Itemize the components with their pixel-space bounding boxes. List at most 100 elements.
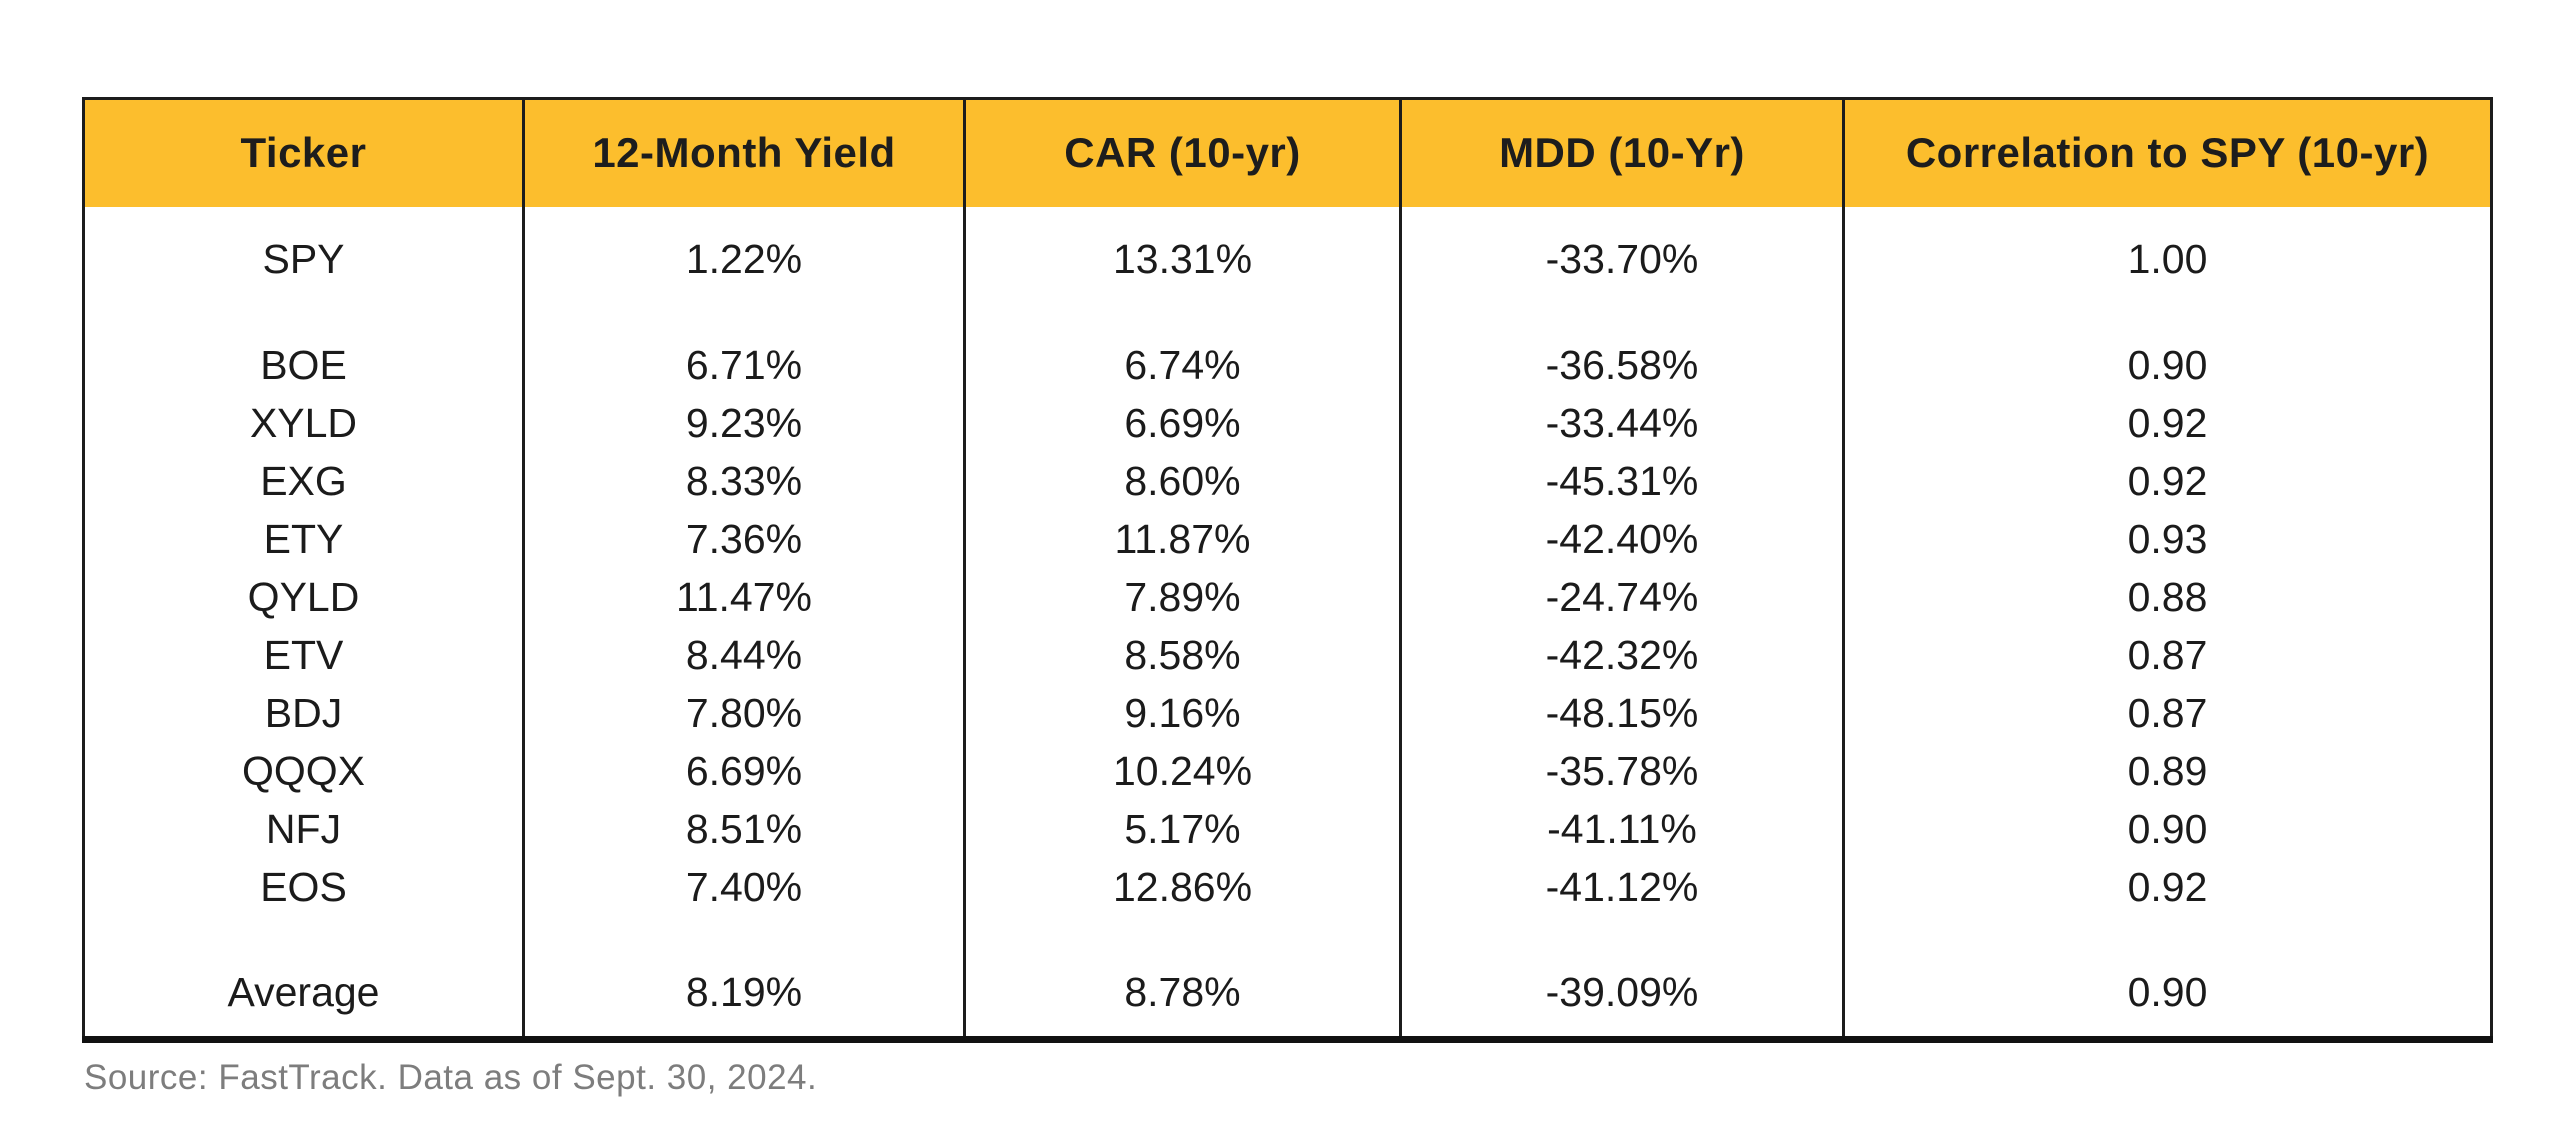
table-header-row: Ticker 12-Month Yield CAR (10-yr) MDD (1… [83, 98, 2492, 207]
performance-table: Ticker 12-Month Yield CAR (10-yr) MDD (1… [82, 97, 2493, 1043]
table-row: BDJ 7.80% 9.16% -48.15% 0.87 [84, 684, 2492, 743]
cell-mdd: -42.40% [1399, 510, 1844, 569]
spacer-cell [1399, 1021, 1844, 1040]
spacer-cell [963, 1021, 1401, 1040]
cell-ticker: QQQX [241, 748, 366, 794]
spacer-row [84, 1021, 2492, 1040]
cell-car: 13.31% [963, 230, 1401, 289]
table-row-benchmark: SPY 1.22% 13.31% -33.70% 1.00 [84, 230, 2492, 289]
cell-yield: 8.51% [522, 800, 965, 859]
spacer-cell [1842, 916, 2492, 964]
cell-ticker: EXG [260, 458, 347, 504]
cell-mdd: -42.32% [1399, 626, 1844, 685]
table-row: EOS 7.40% 12.86% -41.12% 0.92 [84, 858, 2492, 917]
cell-ticker: EOS [260, 864, 347, 910]
cell-yield: 11.47% [522, 568, 965, 627]
cell-correlation: 0.93 [1842, 510, 2492, 569]
col-header-yield: 12-Month Yield [522, 98, 965, 207]
cell-correlation: 0.87 [1842, 626, 2492, 685]
cell-mdd: -24.74% [1399, 568, 1844, 627]
spacer-row [84, 206, 2492, 231]
cell-correlation: 1.00 [1842, 230, 2492, 289]
cell-correlation: 0.92 [1842, 858, 2492, 917]
cell-mdd: -48.15% [1399, 684, 1844, 743]
cell-yield: 7.36% [522, 510, 965, 569]
cell-mdd: -39.09% [1399, 963, 1844, 1022]
cell-correlation: 0.90 [1842, 963, 2492, 1022]
cell-correlation: 0.92 [1842, 452, 2492, 511]
cell-yield: 9.23% [522, 394, 965, 453]
cell-correlation: 0.87 [1842, 684, 2492, 743]
cell-correlation: 0.89 [1842, 742, 2492, 801]
cell-yield: 7.40% [522, 858, 965, 917]
table-row: XYLD 9.23% 6.69% -33.44% 0.92 [84, 394, 2492, 453]
spacer-cell [963, 288, 1401, 337]
cell-ticker: XYLD [249, 400, 358, 446]
cell-yield: 8.33% [522, 452, 965, 511]
spacer-cell [1842, 206, 2492, 231]
spacer-cell [1842, 1021, 2492, 1040]
cell-yield: 8.19% [522, 963, 965, 1022]
cell-car: 6.74% [963, 336, 1401, 395]
spacer-cell [522, 288, 965, 337]
spacer-cell [1399, 288, 1844, 337]
cell-ticker: SPY [262, 236, 345, 282]
cell-ticker: BDJ [264, 690, 343, 736]
cell-mdd: -33.70% [1399, 230, 1844, 289]
cell-car: 11.87% [963, 510, 1401, 569]
spacer-cell [1399, 206, 1844, 231]
cell-ticker: Average [227, 969, 380, 1015]
cell-mdd: -45.31% [1399, 452, 1844, 511]
spacer-row [84, 916, 2492, 964]
performance-table-container: Ticker 12-Month Yield CAR (10-yr) MDD (1… [82, 97, 2493, 1043]
cell-car: 12.86% [963, 858, 1401, 917]
col-header-mdd: MDD (10-Yr) [1399, 98, 1844, 207]
cell-mdd: -36.58% [1399, 336, 1844, 395]
table-row: ETV 8.44% 8.58% -42.32% 0.87 [84, 626, 2492, 685]
cell-yield: 1.22% [522, 230, 965, 289]
cell-mdd: -41.12% [1399, 858, 1844, 917]
spacer-cell [522, 916, 965, 964]
cell-mdd: -33.44% [1399, 394, 1844, 453]
cell-yield: 6.69% [522, 742, 965, 801]
cell-car: 10.24% [963, 742, 1401, 801]
cell-ticker: ETY [263, 516, 344, 562]
spacer-cell [84, 917, 524, 964]
cell-correlation: 0.92 [1842, 394, 2492, 453]
spacer-cell [963, 206, 1401, 231]
cell-car: 8.78% [963, 963, 1401, 1022]
table-row: QQQX 6.69% 10.24% -35.78% 0.89 [84, 742, 2492, 801]
cell-ticker: NFJ [265, 806, 342, 852]
table-row: BOE 6.71% 6.74% -36.58% 0.90 [84, 336, 2492, 395]
cell-car: 6.69% [963, 394, 1401, 453]
cell-yield: 7.80% [522, 684, 965, 743]
cell-car: 8.60% [963, 452, 1401, 511]
spacer-cell [1842, 288, 2492, 337]
spacer-cell [84, 207, 524, 231]
table-row: ETY 7.36% 11.87% -42.40% 0.93 [84, 510, 2492, 569]
cell-yield: 6.71% [522, 336, 965, 395]
table-body: SPY 1.22% 13.31% -33.70% 1.00 BOE 6.71% 6.74% -3… [84, 206, 2492, 1040]
cell-correlation: 0.90 [1842, 800, 2492, 859]
spacer-row [84, 288, 2492, 337]
table-row: QYLD 11.47% 7.89% -24.74% 0.88 [84, 568, 2492, 627]
source-note: Source: FastTrack. Data as of Sept. 30, … [84, 1058, 818, 1097]
cell-ticker: BOE [260, 342, 347, 388]
col-header-correlation: Correlation to SPY (10-yr) [1842, 98, 2492, 207]
table-row: NFJ 8.51% 5.17% -41.11% 0.90 [84, 800, 2492, 859]
spacer-cell [522, 1021, 965, 1040]
cell-ticker: QYLD [247, 574, 360, 620]
spacer-cell [84, 289, 524, 337]
cell-car: 5.17% [963, 800, 1401, 859]
cell-car: 9.16% [963, 684, 1401, 743]
spacer-cell [84, 1022, 524, 1040]
cell-correlation: 0.90 [1842, 336, 2492, 395]
spacer-cell [522, 206, 965, 231]
cell-mdd: -35.78% [1399, 742, 1844, 801]
cell-correlation: 0.88 [1842, 568, 2492, 627]
spacer-cell [1399, 916, 1844, 964]
cell-car: 7.89% [963, 568, 1401, 627]
col-header-ticker: Ticker [83, 98, 524, 207]
cell-mdd: -41.11% [1399, 800, 1844, 859]
cell-car: 8.58% [963, 626, 1401, 685]
